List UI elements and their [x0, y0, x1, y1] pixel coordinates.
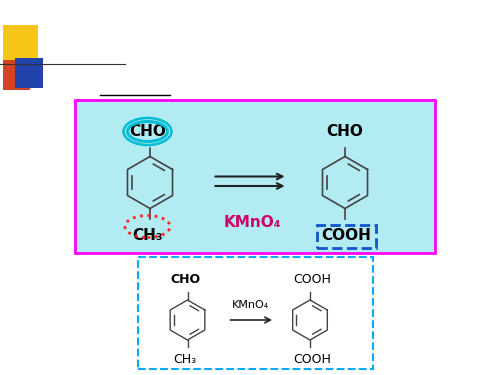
Bar: [2, 57, 30, 90]
Bar: [2, 25, 37, 60]
Text: KMnO₄: KMnO₄: [224, 215, 281, 230]
Text: COOH: COOH: [321, 228, 371, 243]
Text: COOH: COOH: [294, 353, 332, 366]
Bar: [15, 57, 42, 87]
Text: KMnO₄: KMnO₄: [232, 300, 270, 310]
Text: CHO: CHO: [170, 273, 200, 286]
Text: CH₃: CH₃: [132, 228, 163, 243]
Text: CHO: CHO: [129, 124, 166, 139]
Text: COOH: COOH: [294, 273, 332, 286]
Text: CH₃: CH₃: [174, 353, 197, 366]
FancyBboxPatch shape: [75, 100, 435, 252]
Text: CHO: CHO: [326, 124, 364, 139]
FancyBboxPatch shape: [138, 256, 372, 369]
